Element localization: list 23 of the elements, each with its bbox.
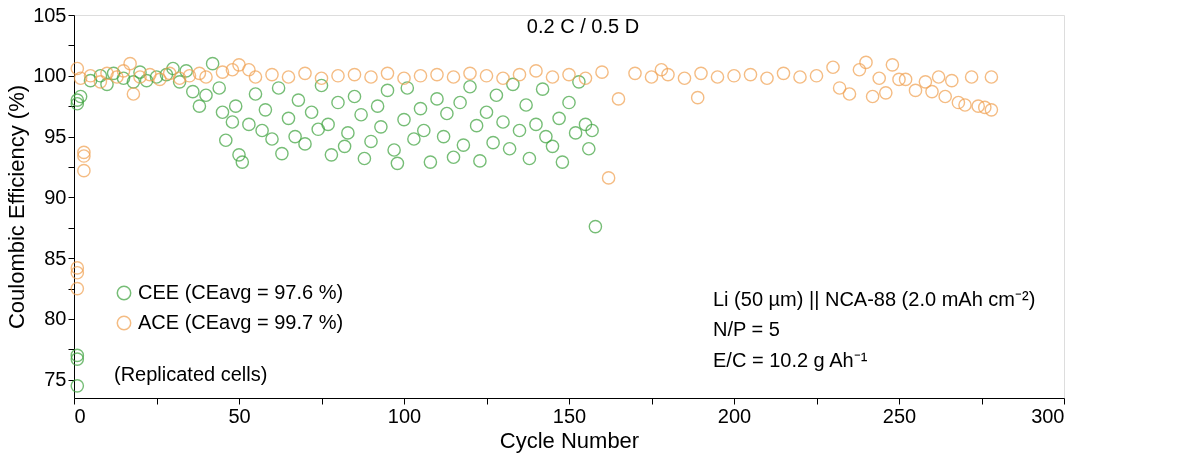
annotation: N/P = 5 bbox=[713, 318, 780, 340]
y-tick-label: 80 bbox=[44, 307, 67, 330]
x-tick-label: 250 bbox=[882, 404, 917, 427]
x-tick-label: 100 bbox=[387, 404, 422, 427]
annotation: E/C = 10.2 g Ah⁻¹ bbox=[713, 349, 868, 371]
annotation: (Replicated cells) bbox=[114, 363, 268, 385]
y-tick-label: 105 bbox=[33, 3, 67, 26]
x-tick-label: 150 bbox=[552, 404, 587, 427]
y-tick-label: 90 bbox=[44, 185, 67, 208]
legend-label: ACE (CEavg = 99.7 %) bbox=[138, 311, 344, 333]
x-tick-label: 200 bbox=[717, 404, 752, 427]
y-tick-label: 95 bbox=[44, 125, 67, 148]
legend-label: CEE (CEavg = 97.6 %) bbox=[138, 281, 344, 303]
x-tick-label: 300 bbox=[1031, 404, 1065, 427]
x-tick-label: 0 bbox=[74, 404, 86, 427]
y-tick-label: 85 bbox=[44, 246, 67, 269]
annotation: Li (50 µm) || NCA-88 (2.0 mAh cm⁻²) bbox=[713, 288, 1036, 310]
y-tick-label: 75 bbox=[44, 368, 67, 391]
x-axis-title: Cycle Number bbox=[499, 427, 640, 453]
y-tick-label: 100 bbox=[33, 64, 67, 87]
y-axis-title: Coulombic Efficiency (%) bbox=[4, 84, 30, 330]
annotation: 0.2 C / 0.5 D bbox=[526, 15, 640, 37]
x-tick-label: 50 bbox=[228, 404, 251, 427]
